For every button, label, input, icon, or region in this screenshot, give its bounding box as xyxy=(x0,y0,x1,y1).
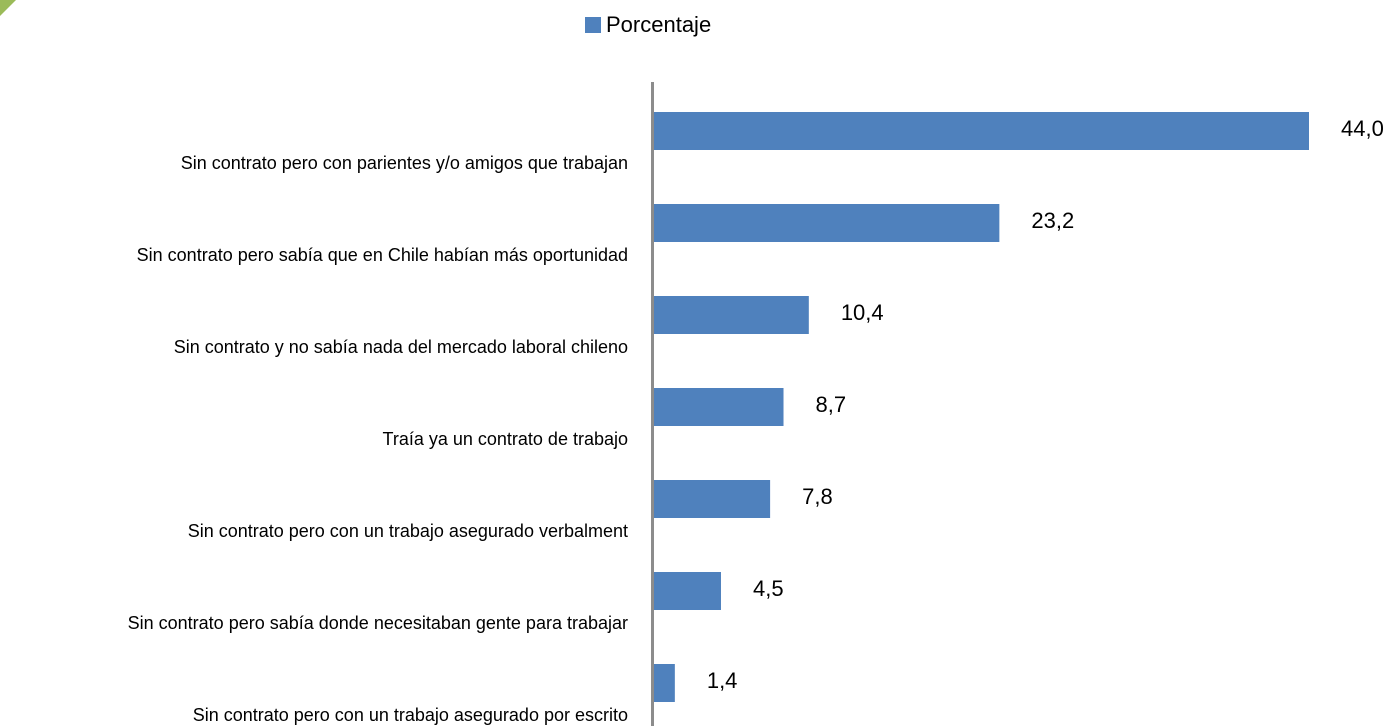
value-label: 23,2 xyxy=(1031,208,1074,233)
bar xyxy=(654,480,771,518)
value-label: 4,5 xyxy=(753,576,784,601)
value-label: 44,0 xyxy=(1341,116,1384,141)
legend-label: Porcentaje xyxy=(606,12,711,37)
value-label: 8,7 xyxy=(816,392,847,417)
bar xyxy=(654,204,1000,242)
value-label: 7,8 xyxy=(802,484,833,509)
category-label: Traía ya un contrato de trabajo xyxy=(383,429,628,449)
corner-decoration xyxy=(0,0,16,16)
bar xyxy=(654,388,784,426)
category-label: Sin contrato pero con parientes y/o amig… xyxy=(181,153,628,173)
bar xyxy=(654,664,675,702)
value-label: 10,4 xyxy=(841,300,884,325)
category-label: Sin contrato pero sabía que en Chile hab… xyxy=(137,245,628,265)
bar xyxy=(654,572,721,610)
bar xyxy=(654,296,809,334)
category-label: Sin contrato pero con un trabajo asegura… xyxy=(193,705,628,725)
category-label: Sin contrato y no sabía nada del mercado… xyxy=(174,337,628,357)
category-label: Sin contrato pero sabía donde necesitaba… xyxy=(128,613,628,633)
legend-swatch xyxy=(585,17,601,33)
value-label: 1,4 xyxy=(707,668,738,693)
bar xyxy=(654,112,1309,150)
category-label: Sin contrato pero con un trabajo asegura… xyxy=(188,521,628,541)
category-axis xyxy=(651,82,654,726)
